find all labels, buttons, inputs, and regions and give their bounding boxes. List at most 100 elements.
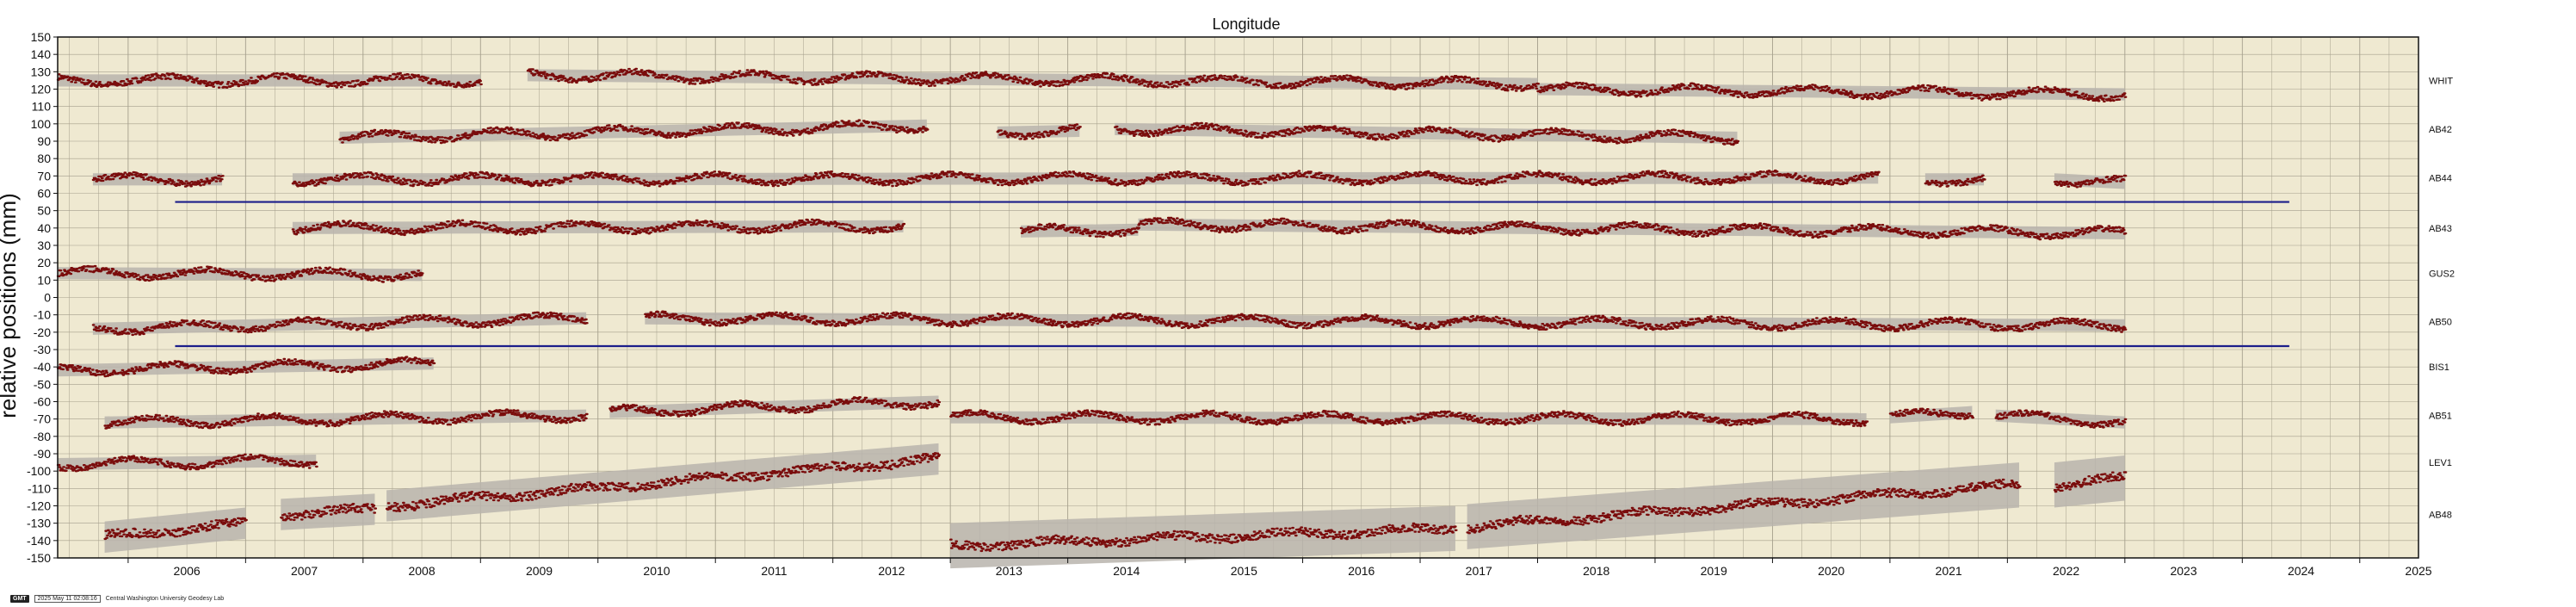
station-label-bis1: BIS1 [2429,362,2449,373]
series-ab50 [91,310,2128,337]
data-points [56,67,2128,553]
chart-title: Longitude [1212,15,1280,33]
station-label-gus2: GUS2 [2429,269,2455,279]
y-tick-label: -110 [28,481,51,495]
y-tick-label: -150 [27,551,51,565]
x-tick-label: 2017 [1466,564,1492,578]
points-ab48 [949,522,1458,553]
x-tick-label: 2015 [1231,564,1257,578]
points-ab51 [1994,409,2128,429]
points-ab48 [2053,471,2128,493]
x-tick-label: 2011 [761,564,787,578]
y-tick-label: 40 [37,221,51,235]
timestamp: 2025 May 11 02:08:16 [34,594,101,603]
gmt-logo: GMT [10,594,29,603]
points-ab50 [91,311,589,337]
y-tick-label: -40 [34,360,51,374]
x-tick-label: 2018 [1583,564,1609,578]
series-ab43 [291,216,2128,241]
x-tick-label: 2016 [1348,564,1374,578]
x-tick-label: 2008 [408,564,435,578]
error-band-ab42 [1115,122,1738,145]
y-tick-label: 50 [37,204,51,218]
y-tick-label: 120 [31,83,52,96]
points-ab42 [338,119,930,145]
y-tick-label: -60 [34,395,51,409]
points-ab43 [1019,222,1141,238]
lab-credit: Central Washington University Geodesy La… [105,595,225,602]
y-tick-label: 0 [44,291,51,305]
y-tick-label: -100 [27,464,51,478]
points-whit [526,67,1541,92]
y-tick-label: -130 [27,517,51,530]
station-labels: WHIT AB42 AB44 AB43 GUS2 AB50 BIS1 AB51 LEV1 AB48 [2429,76,2455,520]
y-tick-label: -30 [34,343,51,356]
x-tick-label: 2006 [174,564,201,578]
y-tick-label: 70 [37,169,51,183]
y-tick-label: 10 [37,273,51,287]
points-ab42 [1114,121,1740,146]
points-whit [1536,81,2128,102]
y-tick-label: 60 [37,187,51,201]
y-tick-label: 130 [31,65,52,78]
series-ab51 [103,396,2128,430]
points-ab43 [291,218,906,237]
reference-lines [175,201,2289,348]
x-tick-label: 2024 [2288,564,2314,578]
points-ab48 [385,452,942,512]
error-band-ab43 [1138,218,2125,239]
x-tick-label: 2025 [2405,564,2431,578]
points-ab51 [949,409,1869,428]
y-tick-label: -90 [34,447,51,461]
series-ab48 [103,452,2128,553]
x-tick-labels: 2006 2007 2008 2009 2010 2011 2012 2013 2014 2015… [127,558,2432,578]
error-band-ab48 [2054,455,2125,508]
points-ab48 [280,503,378,522]
series-ab42 [338,119,1740,146]
station-label-ab50: AB50 [2429,318,2452,328]
points-ab51 [1888,407,1974,420]
x-tick-label: 2022 [2053,564,2079,578]
y-tick-label: -70 [34,412,51,426]
x-tick-label: 2012 [878,564,905,578]
error-band-ab48 [281,493,375,530]
y-tick-label: 100 [31,117,52,131]
station-label-whit: WHIT [2429,76,2453,86]
points-ab42 [996,123,1082,140]
points-ab51 [103,408,589,430]
y-tick-label: 110 [32,100,52,114]
y-tick-label: 80 [37,152,51,165]
y-tick-label: 30 [37,238,51,252]
station-label-ab51: AB51 [2429,412,2452,422]
x-tick-label: 2020 [1818,564,1844,578]
y-tick-label: -120 [27,499,51,513]
points-ab44 [91,170,225,188]
footer: GMT 2025 May 11 02:08:16 Central Washing… [10,593,224,604]
y-tick-label: -10 [34,308,51,322]
x-tick-label: 2023 [2170,564,2196,578]
points-ab48 [103,517,248,541]
x-tick-label: 2013 [996,564,1022,578]
y-tick-label: 150 [31,30,52,44]
station-label-ab42: AB42 [2429,125,2452,135]
y-tick-label: -50 [34,377,51,391]
error-band-ab48 [950,505,1455,569]
points-ab44 [291,169,1881,188]
points-ab44 [2053,174,2128,189]
y-tick-label: -80 [34,430,51,443]
points-ab44 [1924,174,1986,188]
points-ab48 [1466,478,2022,535]
y-tick-label: -20 [34,325,51,339]
points-ab50 [644,310,2128,333]
x-tick-label: 2009 [526,564,553,578]
series-ab44 [91,169,2128,189]
y-tick-label: 140 [31,47,52,61]
x-tick-label: 2007 [291,564,318,578]
station-label-ab44: AB44 [2429,173,2452,183]
station-label-ab48: AB48 [2429,511,2452,521]
x-tick-label: 2014 [1113,564,1140,578]
x-tick-label: 2019 [1701,564,1727,578]
y-tick-label: 90 [37,134,51,148]
y-tick-labels: 1501401301201101009080706050403020100-10… [27,30,58,565]
